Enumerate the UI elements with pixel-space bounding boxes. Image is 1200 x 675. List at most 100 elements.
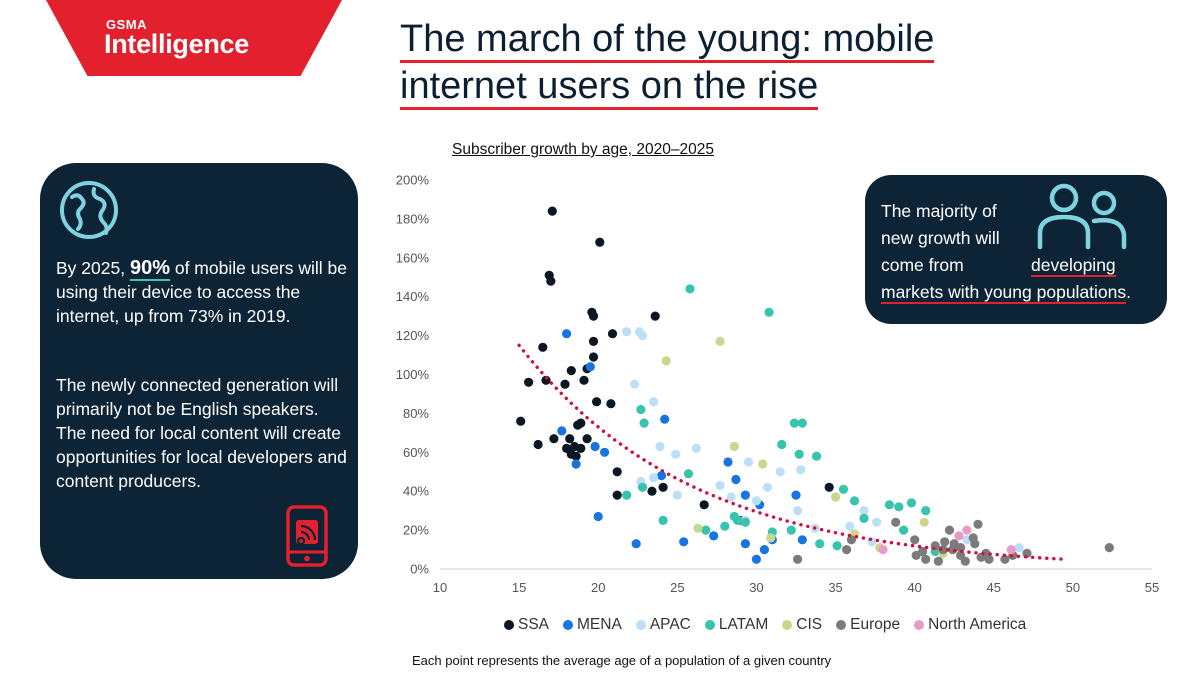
data-point-ssa	[546, 276, 556, 286]
data-point-europe	[1000, 554, 1010, 564]
data-point-latam	[740, 517, 750, 527]
data-point-mena	[797, 535, 807, 545]
data-point-apac	[796, 465, 806, 475]
brand-tab	[46, 0, 342, 76]
legend-label: North America	[928, 616, 1027, 633]
data-point-north-america	[962, 525, 972, 535]
data-point-ssa	[607, 329, 618, 339]
x-tick-label: 30	[749, 580, 763, 595]
data-point-latam	[637, 482, 648, 492]
legend-label: MENA	[577, 616, 622, 633]
data-point-apac	[743, 457, 754, 467]
page-title: The march of the young: mobile internet …	[400, 16, 1040, 110]
data-point-ssa	[588, 311, 599, 321]
x-tick-label: 35	[828, 580, 842, 595]
legend-item: CIS	[782, 616, 822, 634]
data-point-ssa	[582, 434, 592, 444]
data-point-europe	[921, 554, 931, 564]
data-point-mena	[656, 471, 667, 481]
data-point-mena	[740, 539, 750, 549]
data-point-europe	[793, 554, 803, 564]
data-point-cis	[715, 336, 725, 346]
legend-item: North America	[914, 616, 1026, 634]
data-point-apac	[691, 443, 701, 453]
data-point-mena	[723, 457, 733, 467]
chart-footnote: Each point represents the average age of…	[412, 653, 832, 668]
data-point-north-america	[878, 545, 888, 555]
x-tick-label: 10	[433, 580, 447, 595]
data-point-mena	[759, 545, 769, 555]
page-title-line1: The march of the young: mobile	[400, 18, 935, 63]
data-point-cis	[831, 492, 841, 502]
chart-title: Subscriber growth by age, 2020–2025	[452, 141, 714, 158]
data-point-latam	[639, 418, 649, 428]
data-point-ssa	[533, 439, 543, 450]
data-point-ssa	[592, 397, 602, 407]
y-tick-label: 40%	[403, 484, 429, 499]
x-tick-label: 40	[907, 580, 921, 595]
data-point-ssa	[824, 482, 834, 492]
legend-marker	[836, 620, 847, 630]
data-point-latam	[906, 498, 917, 508]
data-point-europe	[933, 556, 944, 566]
data-point-apac	[872, 517, 882, 527]
data-point-ssa	[647, 486, 657, 496]
y-tick-label: 80%	[403, 406, 429, 421]
data-point-latam	[812, 451, 822, 461]
legend-item: MENA	[563, 616, 622, 634]
data-point-mena	[791, 490, 801, 500]
data-point-europe	[910, 535, 920, 545]
data-point-ssa	[524, 377, 534, 387]
data-point-mena	[751, 554, 761, 564]
right-card-text-pre: The majority of new growth will come fro…	[881, 201, 1000, 275]
data-point-europe	[973, 519, 983, 529]
data-point-europe	[944, 525, 955, 535]
x-tick-label: 50	[1066, 580, 1080, 595]
data-point-cis	[693, 523, 703, 533]
page-title-line2: internet users on the rise	[400, 65, 819, 110]
data-point-latam	[899, 525, 909, 535]
chart-legend: SSA MENA APAC LATAM CIS Europe North America	[504, 616, 1026, 634]
left-info-card	[40, 163, 358, 579]
data-point-europe	[960, 556, 970, 566]
data-point-latam	[921, 506, 931, 516]
legend-marker	[504, 620, 514, 630]
data-point-mena	[571, 459, 581, 469]
data-point-europe	[940, 537, 950, 547]
data-point-ssa	[612, 490, 622, 500]
data-point-ssa	[606, 399, 616, 409]
data-point-latam	[797, 418, 807, 428]
data-point-apac	[649, 473, 659, 483]
legend-item: SSA	[504, 616, 549, 634]
data-point-latam	[894, 502, 904, 512]
brand-small-label: GSMA	[106, 17, 147, 32]
scatter-chart: 0% 20% 40% 60% 80% 100% 120% 140% 160% 180% 200% 10…	[396, 173, 1159, 596]
data-point-europe	[1104, 543, 1114, 553]
data-point-latam	[777, 439, 787, 450]
legend-label: SSA	[518, 616, 550, 633]
data-point-apac	[793, 506, 803, 516]
data-point-apac	[726, 492, 736, 502]
data-point-apac	[672, 490, 682, 500]
right-card-text: The majority of new growth will come fro…	[881, 198, 1161, 306]
data-point-latam	[786, 525, 796, 535]
x-tick-label: 45	[987, 580, 1001, 595]
left-card-paragraph-1: By 2025, 90% of mobile users will be usi…	[56, 256, 348, 328]
data-point-latam	[685, 284, 695, 294]
data-point-mena	[585, 362, 595, 372]
y-tick-label: 0%	[410, 562, 429, 577]
legend-item: LATAM	[704, 616, 768, 634]
data-point-europe	[842, 545, 852, 555]
data-point-latam	[884, 500, 894, 510]
data-point-latam	[622, 490, 632, 500]
legend-label: CIS	[796, 616, 823, 633]
legend-marker	[704, 620, 715, 630]
data-point-apac	[649, 397, 659, 407]
data-point-mena	[562, 329, 572, 339]
y-tick-label: 20%	[403, 523, 429, 538]
data-point-ssa	[579, 375, 589, 385]
trendline	[517, 343, 1067, 561]
data-point-cis	[919, 517, 929, 527]
y-tick-label: 160%	[396, 250, 430, 265]
data-point-europe	[984, 554, 994, 564]
